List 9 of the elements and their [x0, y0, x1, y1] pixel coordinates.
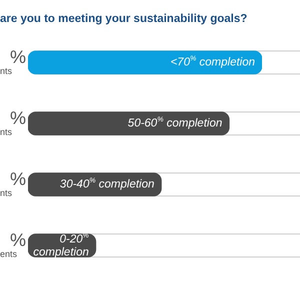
text: % [10, 46, 26, 68]
text: ents [0, 248, 18, 258]
text: nts [0, 188, 12, 198]
chart-title: are you to meeting your sustainability goals? [0, 13, 248, 25]
text: nts [0, 126, 12, 136]
text: nts [0, 66, 12, 76]
text: % [10, 108, 26, 128]
text: % [10, 168, 26, 190]
text: % [10, 230, 26, 250]
